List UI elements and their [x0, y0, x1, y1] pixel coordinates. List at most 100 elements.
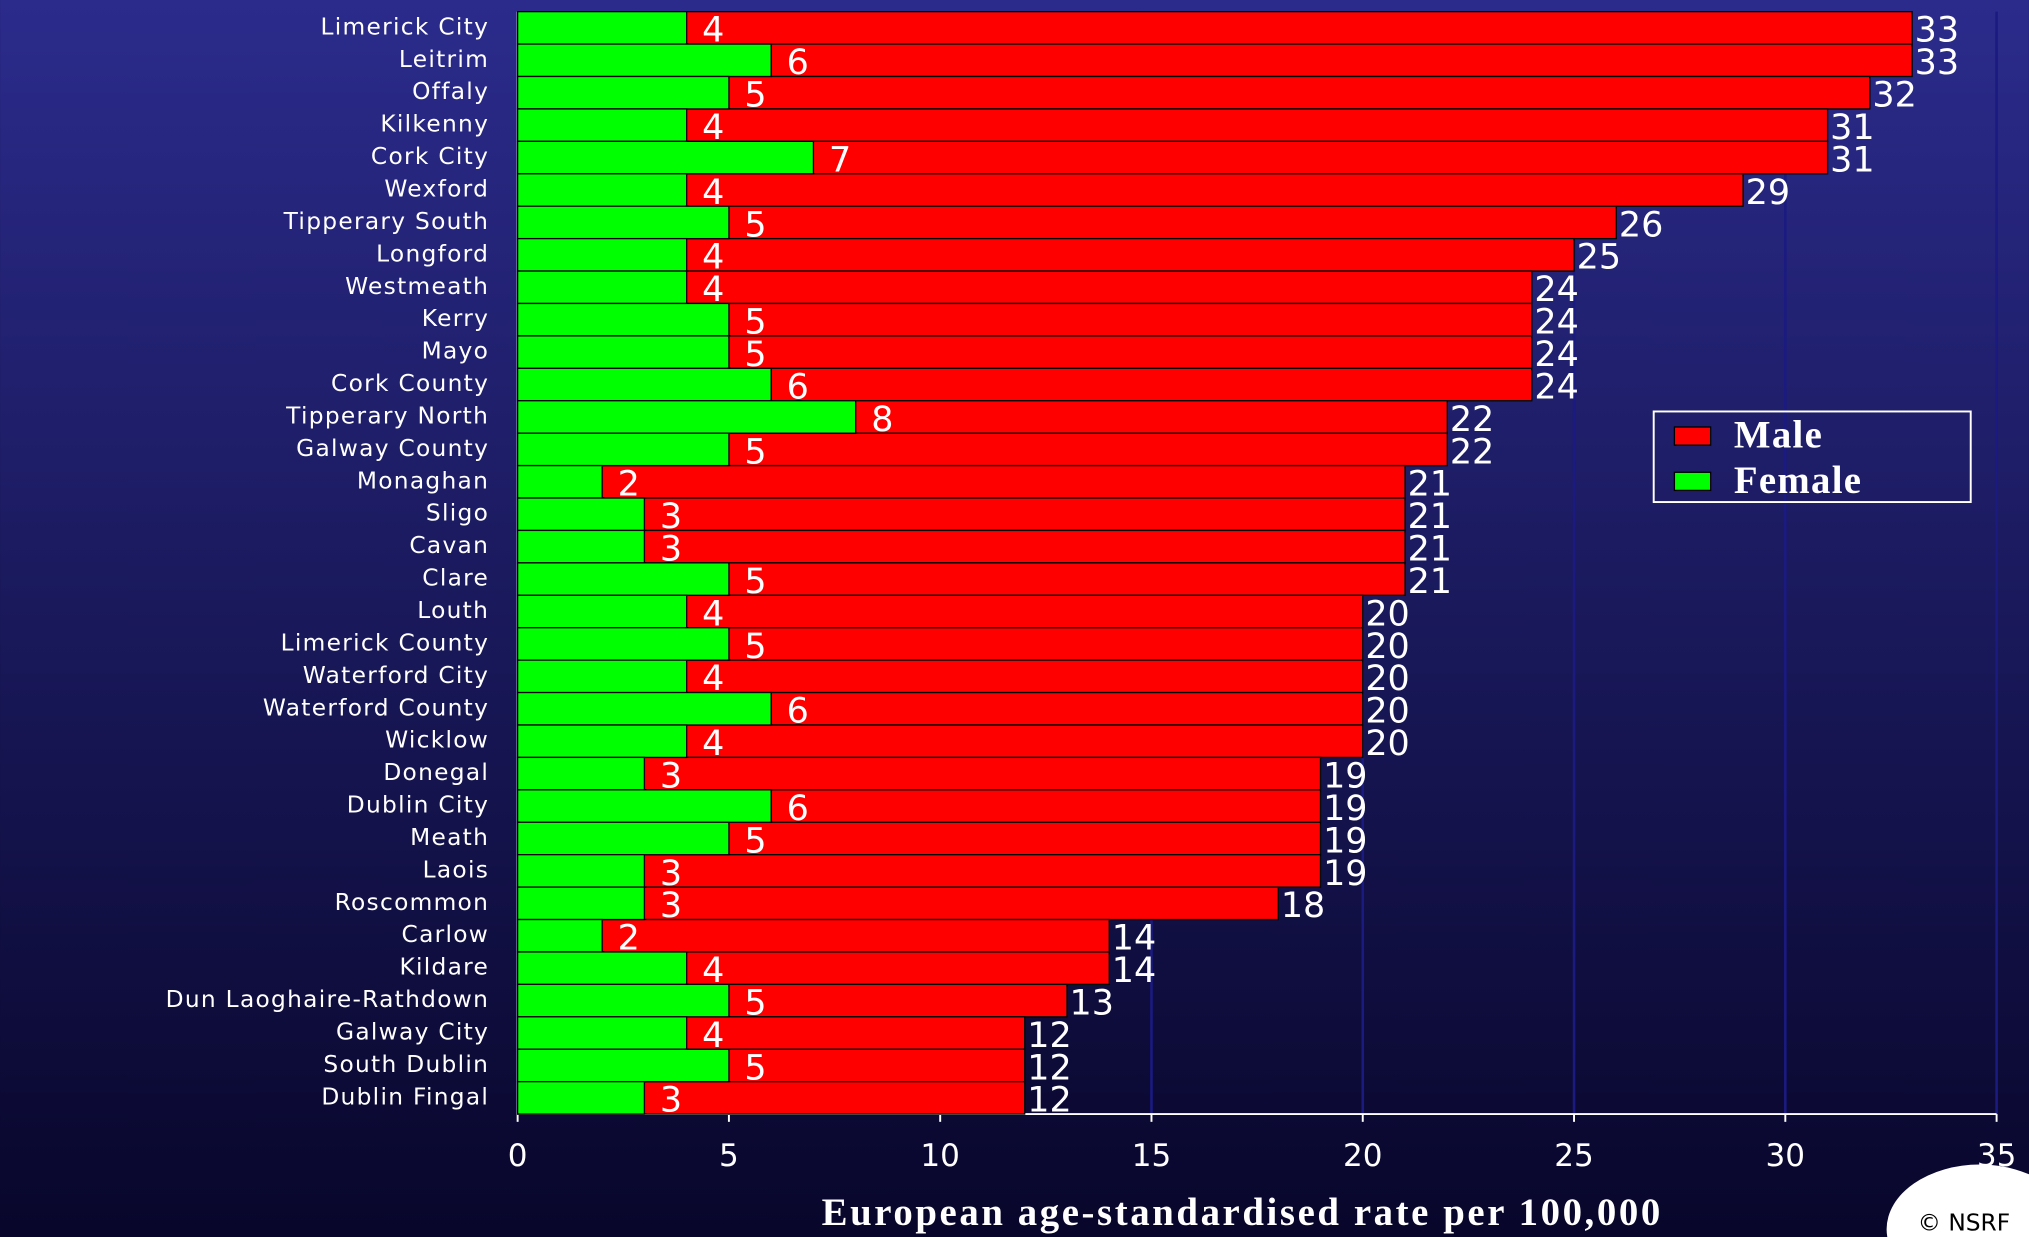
- y-tick-label: Dun Laoghaire-Rathdown: [166, 986, 489, 1013]
- bar: [516, 983, 730, 1018]
- data-label: 7: [829, 140, 851, 180]
- x-tick-label: 25: [1554, 1138, 1594, 1174]
- bar: [516, 821, 730, 856]
- data-label: 3: [660, 497, 682, 537]
- bar: [516, 1016, 688, 1050]
- data-label: 8: [871, 400, 893, 440]
- y-tick-label: Roscommon: [335, 889, 490, 916]
- y-tick-label: Waterford County: [263, 694, 489, 721]
- bar: [516, 464, 603, 499]
- data-label: 31: [1830, 140, 1874, 180]
- y-tick-label: Dublin Fingal: [321, 1083, 489, 1110]
- legend-label: Male: [1734, 414, 1823, 457]
- legend-swatch: [1673, 471, 1712, 492]
- data-label: 6: [787, 367, 809, 407]
- bar: [516, 724, 688, 759]
- data-label: 4: [702, 270, 724, 310]
- data-label: 19: [1323, 757, 1367, 797]
- legend-swatch: [1673, 426, 1712, 446]
- data-label: 20: [1365, 724, 1409, 764]
- bar: [516, 237, 688, 272]
- data-label: 5: [744, 821, 766, 861]
- data-label: 22: [1450, 400, 1494, 440]
- y-tick-label: Kerry: [422, 305, 489, 332]
- y-tick-label: Clare: [422, 565, 489, 592]
- data-label: 3: [660, 1081, 682, 1121]
- bar: [516, 108, 1829, 142]
- bar: [516, 75, 730, 110]
- bar: [516, 562, 730, 596]
- y-tick-label: Wexford: [384, 175, 489, 202]
- data-label: 20: [1365, 659, 1409, 699]
- y-tick-label: Leitrim: [399, 46, 489, 73]
- data-label: 4: [702, 238, 724, 278]
- data-label: 18: [1281, 886, 1325, 926]
- data-label: 13: [1070, 983, 1114, 1023]
- bar: [516, 1081, 646, 1115]
- data-label: 14: [1112, 919, 1156, 959]
- y-tick-label: Cork City: [371, 143, 489, 170]
- x-tick-label: 15: [1132, 1138, 1172, 1174]
- data-label: 4: [702, 594, 724, 634]
- bar: [516, 237, 1575, 272]
- y-tick-label: Tipperary South: [283, 208, 490, 235]
- data-label: 3: [660, 886, 682, 926]
- y-tick-label: Waterford City: [303, 662, 489, 689]
- bar: [516, 497, 646, 532]
- data-label: 29: [1746, 173, 1790, 213]
- data-label: 24: [1534, 367, 1578, 407]
- data-label: 20: [1365, 692, 1409, 732]
- bar: [516, 627, 730, 661]
- data-label: 5: [744, 627, 766, 667]
- y-tick-label: South Dublin: [323, 1051, 489, 1078]
- data-label: 4: [702, 951, 724, 991]
- data-label: 33: [1915, 43, 1959, 83]
- bar: [516, 432, 730, 467]
- data-label: 6: [787, 43, 809, 83]
- data-label: 26: [1619, 205, 1663, 245]
- data-label: 24: [1534, 335, 1578, 375]
- data-label: 4: [702, 659, 724, 699]
- bar: [516, 529, 1406, 564]
- y-tick-label: Limerick City: [321, 13, 490, 40]
- y-tick-label: Donegal: [383, 759, 489, 786]
- y-tick-label: Kilkenny: [380, 111, 489, 138]
- bar: [516, 75, 1871, 110]
- data-label: 5: [744, 303, 766, 343]
- bar: [516, 140, 815, 175]
- data-label: 24: [1534, 303, 1578, 343]
- y-tick-label: Laois: [423, 856, 490, 883]
- bar: [516, 756, 1322, 791]
- data-label: 20: [1365, 627, 1409, 667]
- data-label: 21: [1408, 497, 1452, 537]
- data-label: 21: [1408, 562, 1452, 602]
- x-axis-title: European age-standardised rate per 100,0…: [822, 1191, 1663, 1234]
- data-label: 20: [1365, 594, 1409, 634]
- y-tick-label: Cavan: [409, 532, 489, 559]
- data-label: 3: [660, 530, 682, 570]
- bar: [516, 270, 688, 305]
- bar: [516, 691, 772, 726]
- y-tick-label: Monaghan: [357, 467, 489, 494]
- bars: [516, 10, 1913, 1115]
- y-tick-label: Westmeath: [345, 273, 489, 300]
- bar: [516, 659, 688, 694]
- bar: [516, 854, 646, 888]
- y-tick-label: Wicklow: [385, 727, 489, 754]
- bar: [516, 302, 730, 337]
- data-label: 5: [744, 76, 766, 116]
- bar: [516, 10, 688, 45]
- bar: [516, 756, 646, 791]
- data-label: 19: [1323, 821, 1367, 861]
- data-label: 12: [1027, 1016, 1071, 1056]
- data-label: 2: [618, 465, 640, 505]
- x-tick-label: 5: [719, 1138, 739, 1174]
- bar: [516, 10, 1913, 45]
- y-tick-label: Offaly: [412, 78, 489, 105]
- bar: [516, 529, 646, 564]
- data-label: 25: [1577, 238, 1621, 278]
- y-tick-label: Limerick County: [281, 629, 490, 656]
- bar: [516, 173, 688, 207]
